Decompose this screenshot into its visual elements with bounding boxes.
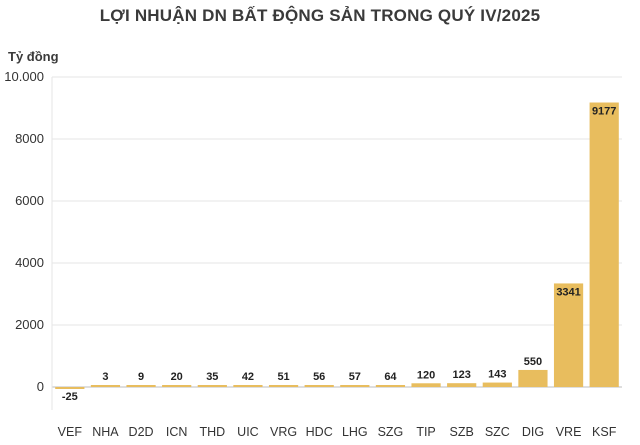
- data-label: 35: [206, 371, 218, 383]
- data-label: 51: [277, 371, 289, 383]
- x-tick-label: TIP: [416, 425, 435, 439]
- x-tick-label: D2D: [129, 425, 154, 439]
- bar-tip: [411, 383, 441, 387]
- bar-hdc: [304, 385, 334, 387]
- bar-lhg: [340, 385, 370, 387]
- bar-dig: [518, 369, 548, 387]
- y-axis-unit-label: Tỷ đồng: [8, 49, 59, 64]
- data-label: 9: [138, 371, 144, 383]
- data-label: 9177: [592, 106, 616, 118]
- y-tick-label: 4000: [15, 255, 44, 270]
- data-label: 20: [171, 371, 183, 383]
- bar-vre: [553, 283, 584, 387]
- chart-title: LỢI NHUẬN DN BẤT ĐỘNG SẢN TRONG QUÝ IV/2…: [99, 6, 541, 25]
- data-label: -25: [62, 391, 78, 403]
- x-axis-ticks: VEF NHA D2D ICN THD UIC VRG HDC LHG SZG TIP SZB SZC D…: [58, 425, 617, 439]
- bar-szc: [482, 382, 512, 387]
- y-tick-label: 2000: [15, 317, 44, 332]
- x-tick-label: HDC: [306, 425, 333, 439]
- data-label: 42: [242, 371, 254, 383]
- data-label: 64: [384, 371, 397, 383]
- data-label: 56: [313, 371, 325, 383]
- y-tick-label: 6000: [15, 193, 44, 208]
- x-tick-label: UIC: [237, 425, 259, 439]
- x-tick-label: SZC: [485, 425, 510, 439]
- x-tick-label: NHA: [92, 425, 119, 439]
- data-labels: -25 3 9 20 35 42 51 56 57 64 120 123 143 550 3341 9177: [62, 106, 617, 403]
- y-tick-label: 0: [37, 379, 44, 394]
- bars: [55, 102, 619, 389]
- bar-uic: [233, 385, 263, 387]
- x-tick-label: ICN: [166, 425, 188, 439]
- data-label: 550: [524, 356, 542, 368]
- data-label: 57: [349, 371, 361, 383]
- x-tick-label: LHG: [342, 425, 368, 439]
- data-label: 123: [453, 369, 471, 381]
- bar-thd: [197, 385, 227, 387]
- bar-vef: [55, 387, 85, 389]
- y-tick-label: 10.000: [4, 69, 44, 84]
- bar-szg: [375, 385, 406, 387]
- bar-szb: [447, 383, 477, 387]
- bar-vrg: [268, 385, 299, 387]
- x-tick-label: DIG: [522, 425, 544, 439]
- x-tick-label: THD: [199, 425, 225, 439]
- x-tick-label: SZG: [378, 425, 404, 439]
- x-tick-label: SZB: [450, 425, 474, 439]
- bar-d2d: [126, 385, 156, 387]
- bar-icn: [162, 385, 192, 387]
- x-tick-label: VRE: [556, 425, 582, 439]
- x-tick-label: VRG: [270, 425, 297, 439]
- x-tick-label: KSF: [592, 425, 617, 439]
- x-tick-label: VEF: [58, 425, 83, 439]
- bar-nha: [90, 385, 121, 387]
- data-label: 120: [417, 369, 435, 381]
- data-label: 3341: [556, 286, 580, 298]
- y-axis-ticks: 0 2000 4000 6000 8000 10.000: [4, 69, 44, 394]
- data-label: 3: [102, 371, 108, 383]
- y-tick-label: 8000: [15, 131, 44, 146]
- data-label: 143: [488, 369, 506, 381]
- bar-ksf: [589, 102, 619, 387]
